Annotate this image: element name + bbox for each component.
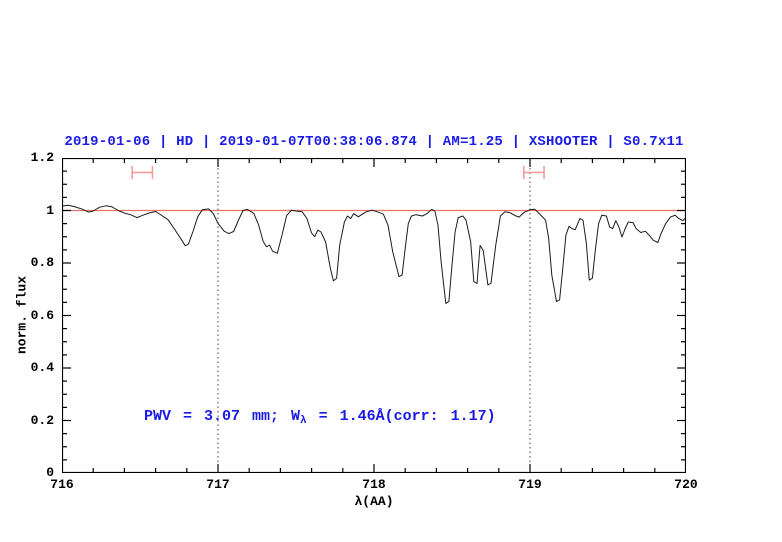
y-tick-label: 0.6 — [30, 307, 54, 323]
y-tick-label: 0.4 — [30, 360, 54, 375]
plot-area: PWV = 3.07 mm; Wλ = 1.46Å(corr: 1.17) — [62, 158, 686, 473]
x-tick-label: 719 — [518, 477, 542, 492]
spectrum-plot — [62, 158, 686, 473]
plot-frame — [62, 158, 686, 473]
x-tick-label: 716 — [50, 477, 74, 492]
lambda-subscript: λ — [300, 415, 307, 427]
x-tick-label: 717 — [206, 477, 230, 492]
y-tick-label: 1.2 — [30, 150, 54, 165]
ew-annotation-text: = 1.46Å(corr: 1.17) — [306, 408, 496, 425]
pwv-annotation-text: PWV = 3.07 mm; W — [144, 408, 301, 425]
y-tick-label: 0.2 — [30, 412, 54, 428]
x-axis-label: λ(AA) — [354, 494, 394, 509]
pwv-annotation: PWV = 3.07 mm; Wλ = 1.46Å(corr: 1.17) — [144, 408, 496, 427]
x-tick-label: 720 — [674, 477, 698, 492]
y-tick-label: 0.8 — [30, 255, 54, 270]
y-tick-label: 1 — [46, 202, 54, 218]
x-tick-label: 718 — [362, 477, 386, 492]
plot-title: 2019-01-06 | HD | 2019-01-07T00:38:06.87… — [64, 134, 684, 150]
y-tick-label: 0 — [46, 465, 54, 480]
spectrum-curve — [62, 204, 686, 304]
